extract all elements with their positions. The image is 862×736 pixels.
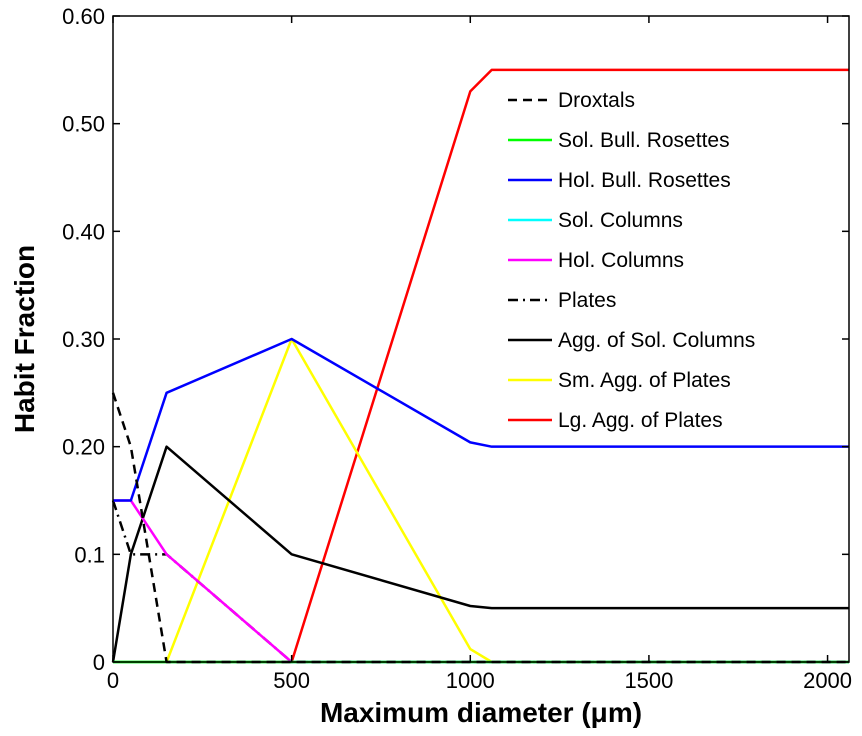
- legend-label-sol-columns: Sol. Columns: [558, 209, 683, 232]
- x-tick-label: 0: [107, 668, 119, 693]
- x-axis-ticks: 0 500 1000 1500 2000: [107, 16, 852, 693]
- legend-label-hol-columns: Hol. Columns: [558, 249, 684, 272]
- y-tick-label: 0.20: [62, 435, 105, 460]
- x-tick-label: 2000: [803, 668, 852, 693]
- x-tick-label: 500: [273, 668, 310, 693]
- y-tick-label: 0: [93, 650, 105, 675]
- x-axis-title: Maximum diameter (μm): [320, 697, 642, 728]
- y-tick-label: 0.60: [62, 4, 105, 29]
- y-axis-title: Habit Fraction: [9, 245, 40, 433]
- x-tick-label: 1000: [446, 668, 495, 693]
- legend-label-sm-agg-of-plates: Sm. Agg. of Plates: [558, 369, 731, 392]
- series-line-agg-of-sol-columns: [111, 445, 849, 663]
- series-line-hol-bull-rosettes: [113, 337, 849, 502]
- legend-label-lg-agg-of-plates: Lg. Agg. of Plates: [558, 409, 723, 432]
- legend-label-droxtals: Droxtals: [558, 89, 635, 112]
- legend-label-plates: Plates: [558, 289, 616, 312]
- legend-label-sol-bull-rosettes: Sol. Bull. Rosettes: [558, 129, 730, 152]
- y-tick-label: 0.30: [62, 327, 105, 352]
- y-tick-label: 0.1: [74, 542, 105, 567]
- legend-label-agg-of-sol-columns: Agg. of Sol. Columns: [558, 329, 755, 352]
- y-axis-ticks: 0 0.1 0.20 0.30 0.40 0.50 0.60: [62, 4, 849, 675]
- legend-label-hol-bull-rosettes: Hol. Bull. Rosettes: [558, 169, 731, 192]
- x-tick-label: 1500: [624, 668, 673, 693]
- y-tick-label: 0.50: [62, 112, 105, 137]
- y-tick-label: 0.40: [62, 219, 105, 244]
- legend: Droxtals Sol. Bull. Rosettes Hol. Bull. Ro…: [508, 89, 755, 432]
